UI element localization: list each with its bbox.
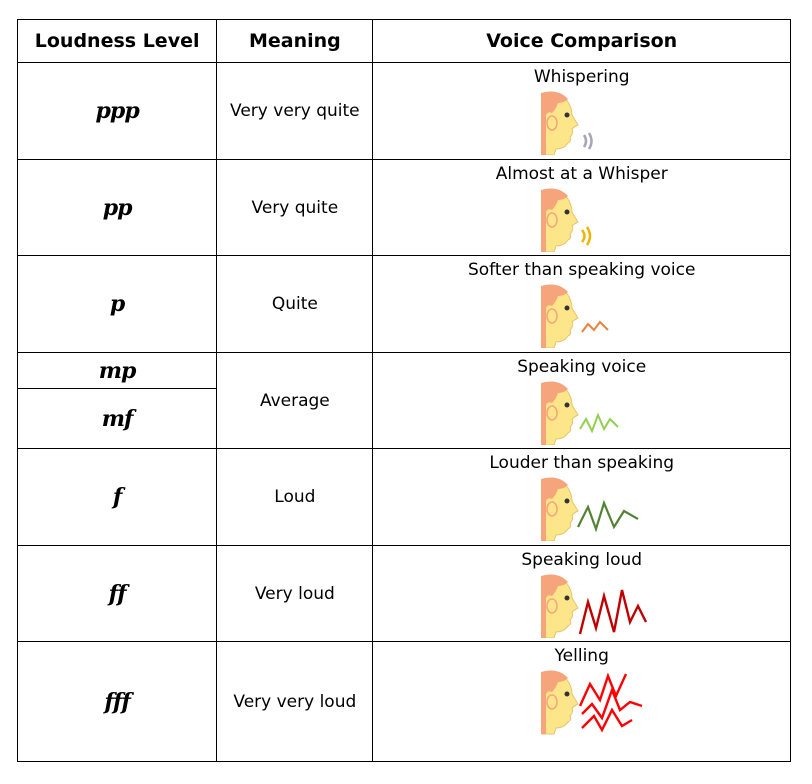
comparison-text: Almost at a Whisper: [495, 164, 668, 184]
sound-wave: [582, 134, 587, 148]
dynamic-mark: mf: [101, 405, 134, 432]
meaning-cell: Loud: [216, 448, 374, 546]
meaning-text: Loud: [274, 487, 316, 507]
comparison-cell: Speaking loud: [372, 545, 791, 642]
level-cell: ff: [16, 545, 218, 642]
face-yelling-wave-icon: [540, 670, 643, 735]
table-row: pp Very quite Almost at a Whisper: [16, 159, 791, 256]
meaning-text: Very quite: [251, 197, 339, 218]
table-row: ff Very loud Speaking loud: [16, 545, 791, 642]
level-cell: f: [16, 448, 218, 546]
sound-wave: [587, 132, 593, 150]
meaning-cell: Very very loud: [216, 641, 374, 762]
header-loudness-level: Loudness Level: [16, 19, 218, 63]
sound-wave: [578, 672, 627, 707]
face-very-loud-wave-icon: [540, 574, 647, 638]
header-voice-comparison: Voice Comparison: [372, 19, 791, 63]
level-cell: pp: [16, 159, 218, 256]
comparison-cell: Softer than speaking voice: [372, 255, 791, 353]
sound-wave: [580, 686, 643, 721]
face-icon: [540, 670, 579, 735]
level-cell: fff: [16, 641, 218, 762]
header-meaning: Meaning: [216, 19, 374, 63]
comparison-text: Speaking loud: [521, 550, 643, 570]
level-cell: mp: [16, 352, 218, 389]
loudness-table: Loudness Level Meaning Voice Comparison …: [16, 19, 791, 762]
table-row: mf: [16, 388, 791, 449]
face-whisper-icon: [540, 91, 593, 155]
meaning-cell: Average: [216, 352, 374, 449]
dynamic-mark: p: [109, 291, 125, 317]
level-cell: ppp: [16, 62, 218, 160]
face-icon: [540, 477, 579, 541]
dynamic-mark: ff: [108, 580, 127, 607]
face-loud-wave-icon: [540, 477, 639, 541]
comparison-cell: Whispering: [372, 62, 791, 160]
face-speaking-wave-icon: [540, 381, 619, 445]
sound-wave: [585, 226, 591, 246]
meaning-text: Very very quite: [230, 101, 360, 121]
sound-wave: [580, 320, 609, 333]
comparison-text: Louder than speaking: [489, 453, 675, 473]
meaning-cell: Very quite: [216, 159, 374, 256]
comparison-cell: Almost at a Whisper: [372, 159, 791, 256]
dynamic-mark: f: [112, 484, 123, 510]
dynamic-mark: ppp: [95, 98, 140, 124]
table-row: mp Average Speaking voice: [16, 352, 791, 449]
sound-wave: [580, 707, 633, 733]
sound-wave: [580, 229, 586, 243]
table-row: fff Very very loud Yelling: [16, 641, 791, 762]
comparison-cell: Speaking voice: [372, 352, 791, 449]
face-icon: [540, 188, 579, 252]
dynamic-mark: pp: [102, 194, 133, 221]
comparison-text: Yelling: [554, 646, 609, 666]
face-icon: [540, 381, 579, 445]
sound-wave: [578, 589, 647, 635]
header-row: Loudness Level Meaning Voice Comparison: [16, 19, 791, 63]
meaning-cell: Very loud: [216, 545, 374, 642]
dynamic-mark: fff: [104, 688, 130, 715]
dynamic-mark: mp: [98, 357, 137, 384]
level-cell: mf: [16, 388, 218, 449]
meaning-text: Very loud: [254, 583, 335, 604]
level-cell: p: [16, 255, 218, 353]
comparison-cell: Louder than speaking: [372, 448, 791, 546]
table-row: ppp Very very quite Whispering: [16, 62, 791, 160]
table-row: p Quite Softer than speaking voice: [16, 255, 791, 353]
sound-wave: [576, 499, 639, 533]
meaning-text: Quite: [271, 294, 318, 314]
comparison-text: Speaking voice: [517, 357, 647, 377]
comparison-text: Whispering: [533, 67, 630, 87]
comparison-cell: Yelling: [372, 641, 791, 762]
face-icon: [540, 284, 579, 348]
meaning-text: Very very loud: [233, 691, 357, 712]
meaning-text: Average: [259, 390, 330, 411]
sound-wave: [578, 412, 619, 434]
table-row: f Loud Louder than speaking: [16, 448, 791, 546]
face-icon: [540, 91, 579, 155]
meaning-cell: Very very quite: [216, 62, 374, 160]
face-quiet-wave-icon: [540, 284, 609, 348]
comparison-text: Softer than speaking voice: [467, 260, 696, 280]
meaning-cell: Quite: [216, 255, 374, 353]
face-soft-sound-icon: [540, 188, 591, 252]
face-icon: [540, 574, 579, 638]
